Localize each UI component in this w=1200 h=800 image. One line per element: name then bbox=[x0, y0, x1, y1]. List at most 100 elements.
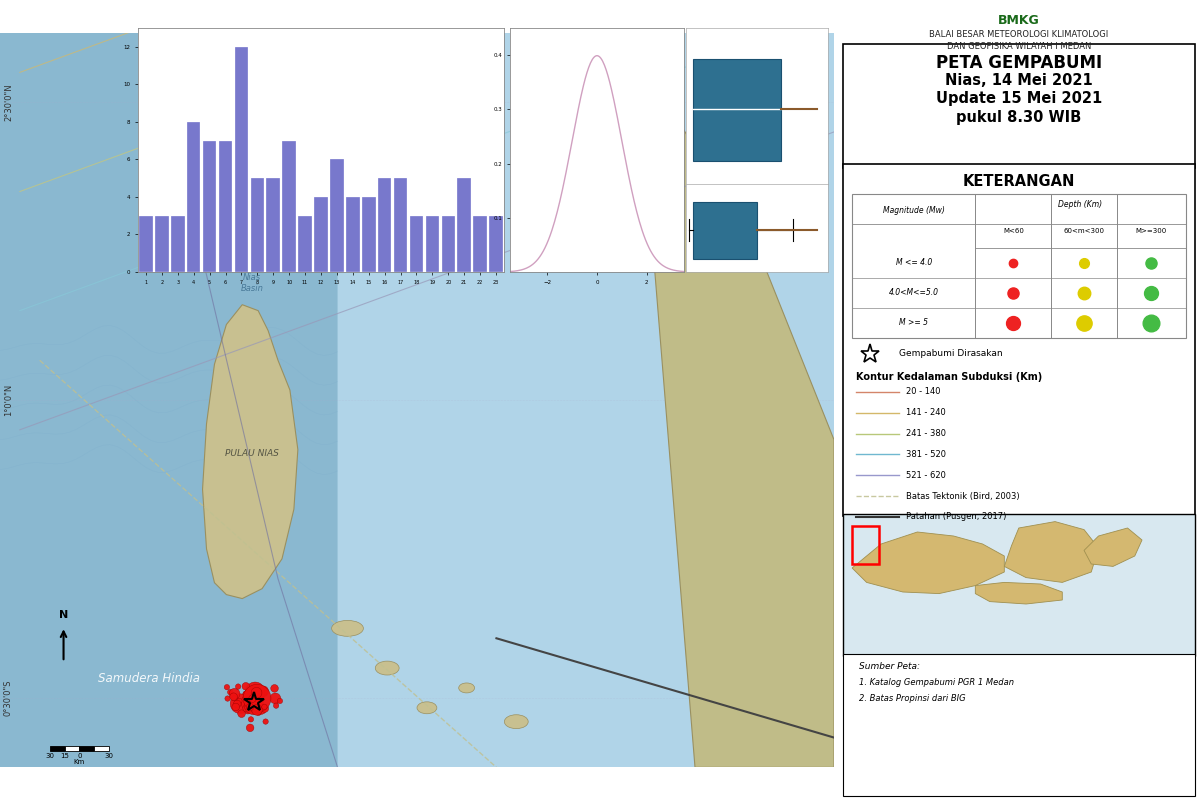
Polygon shape bbox=[1004, 522, 1098, 582]
Point bbox=[240, 701, 259, 714]
Bar bbox=[299, 216, 312, 272]
Bar bbox=[187, 122, 200, 272]
Bar bbox=[330, 159, 343, 272]
Polygon shape bbox=[976, 582, 1062, 604]
Polygon shape bbox=[852, 532, 1004, 594]
Point bbox=[242, 692, 262, 705]
Text: M<60: M<60 bbox=[1003, 228, 1024, 234]
Text: pukul 8.30 WIB: pukul 8.30 WIB bbox=[956, 110, 1081, 125]
Text: 1°0'0"N: 1°0'0"N bbox=[4, 384, 13, 416]
Bar bbox=[79, 746, 95, 751]
Text: Samudera Hindia: Samudera Hindia bbox=[98, 672, 200, 685]
Text: Sumber Peta:: Sumber Peta: bbox=[859, 662, 920, 671]
Point bbox=[254, 701, 274, 714]
Text: Patahan (Pusgen, 2017): Patahan (Pusgen, 2017) bbox=[906, 512, 1007, 522]
Point bbox=[224, 690, 244, 703]
Point bbox=[217, 681, 236, 694]
Bar bbox=[266, 178, 280, 272]
Point bbox=[247, 686, 266, 699]
Bar bbox=[394, 178, 407, 272]
Point bbox=[228, 680, 247, 693]
Bar bbox=[282, 141, 296, 272]
Point bbox=[238, 690, 257, 702]
Point bbox=[218, 692, 238, 705]
Point bbox=[248, 698, 268, 711]
Bar bbox=[409, 216, 424, 272]
FancyBboxPatch shape bbox=[844, 164, 1194, 516]
Bar bbox=[852, 194, 1186, 338]
Point bbox=[245, 698, 264, 711]
Text: 2. Batas Propinsi dari BIG: 2. Batas Propinsi dari BIG bbox=[859, 694, 966, 703]
Text: 241 - 380: 241 - 380 bbox=[906, 429, 947, 438]
Bar bbox=[378, 178, 391, 272]
Point bbox=[224, 687, 244, 700]
Bar bbox=[95, 746, 109, 751]
Text: KETERANGAN: KETERANGAN bbox=[962, 174, 1075, 190]
Point bbox=[256, 702, 275, 715]
Text: 141 - 240: 141 - 240 bbox=[906, 408, 947, 418]
Point bbox=[242, 700, 262, 713]
Polygon shape bbox=[203, 305, 298, 598]
Bar bbox=[473, 216, 487, 272]
Text: Nias, 14 Mei 2021: Nias, 14 Mei 2021 bbox=[944, 73, 1093, 88]
Ellipse shape bbox=[240, 121, 256, 131]
Point bbox=[238, 704, 257, 717]
Bar bbox=[346, 197, 360, 272]
Bar bbox=[694, 202, 757, 258]
Point bbox=[247, 692, 266, 705]
Text: Update 15 Mei 2021: Update 15 Mei 2021 bbox=[936, 91, 1102, 106]
Point bbox=[241, 696, 260, 709]
Point bbox=[238, 686, 257, 699]
Point bbox=[250, 696, 269, 709]
Point bbox=[226, 701, 245, 714]
Text: 15: 15 bbox=[60, 753, 68, 759]
Ellipse shape bbox=[331, 621, 364, 636]
Bar bbox=[218, 141, 233, 272]
Point bbox=[241, 692, 260, 705]
Point bbox=[224, 692, 244, 705]
Polygon shape bbox=[1084, 528, 1142, 566]
Text: BALAI BESAR METEOROLOGI KLIMATOLOGI: BALAI BESAR METEOROLOGI KLIMATOLOGI bbox=[929, 30, 1109, 38]
Point bbox=[252, 702, 271, 715]
Point bbox=[236, 680, 256, 693]
Polygon shape bbox=[0, 33, 834, 767]
Text: M>=300: M>=300 bbox=[1135, 228, 1166, 234]
Text: PETA GEMPABUMI: PETA GEMPABUMI bbox=[936, 54, 1102, 72]
Point bbox=[240, 722, 259, 734]
Polygon shape bbox=[337, 33, 834, 767]
Ellipse shape bbox=[504, 714, 528, 729]
Point bbox=[247, 703, 266, 716]
Bar bbox=[172, 216, 185, 272]
Polygon shape bbox=[636, 33, 834, 767]
Point bbox=[236, 687, 256, 700]
Ellipse shape bbox=[212, 106, 233, 118]
Point bbox=[265, 682, 284, 694]
Bar bbox=[314, 197, 328, 272]
Text: 0: 0 bbox=[77, 753, 82, 759]
Point bbox=[253, 685, 272, 698]
FancyBboxPatch shape bbox=[844, 654, 1194, 796]
Bar bbox=[49, 746, 65, 751]
Text: Depth (Km): Depth (Km) bbox=[1058, 200, 1103, 209]
Bar bbox=[362, 197, 376, 272]
Point bbox=[248, 706, 268, 719]
Bar bbox=[457, 178, 470, 272]
Point bbox=[252, 685, 271, 698]
FancyBboxPatch shape bbox=[844, 44, 1194, 168]
Text: M >= 5: M >= 5 bbox=[899, 318, 929, 327]
Text: 381 - 520: 381 - 520 bbox=[906, 450, 947, 459]
Text: 30: 30 bbox=[46, 753, 54, 759]
Point bbox=[246, 692, 265, 705]
Text: N: N bbox=[59, 610, 68, 621]
FancyBboxPatch shape bbox=[844, 514, 1194, 656]
Point bbox=[221, 686, 240, 698]
Point bbox=[270, 694, 289, 707]
Text: Nias
Basin: Nias Basin bbox=[241, 274, 264, 293]
Point bbox=[256, 715, 275, 728]
Point bbox=[238, 702, 257, 714]
Bar bbox=[426, 216, 439, 272]
Point bbox=[246, 686, 265, 698]
Bar bbox=[203, 141, 216, 272]
Point bbox=[265, 692, 284, 705]
Bar bbox=[490, 216, 503, 272]
